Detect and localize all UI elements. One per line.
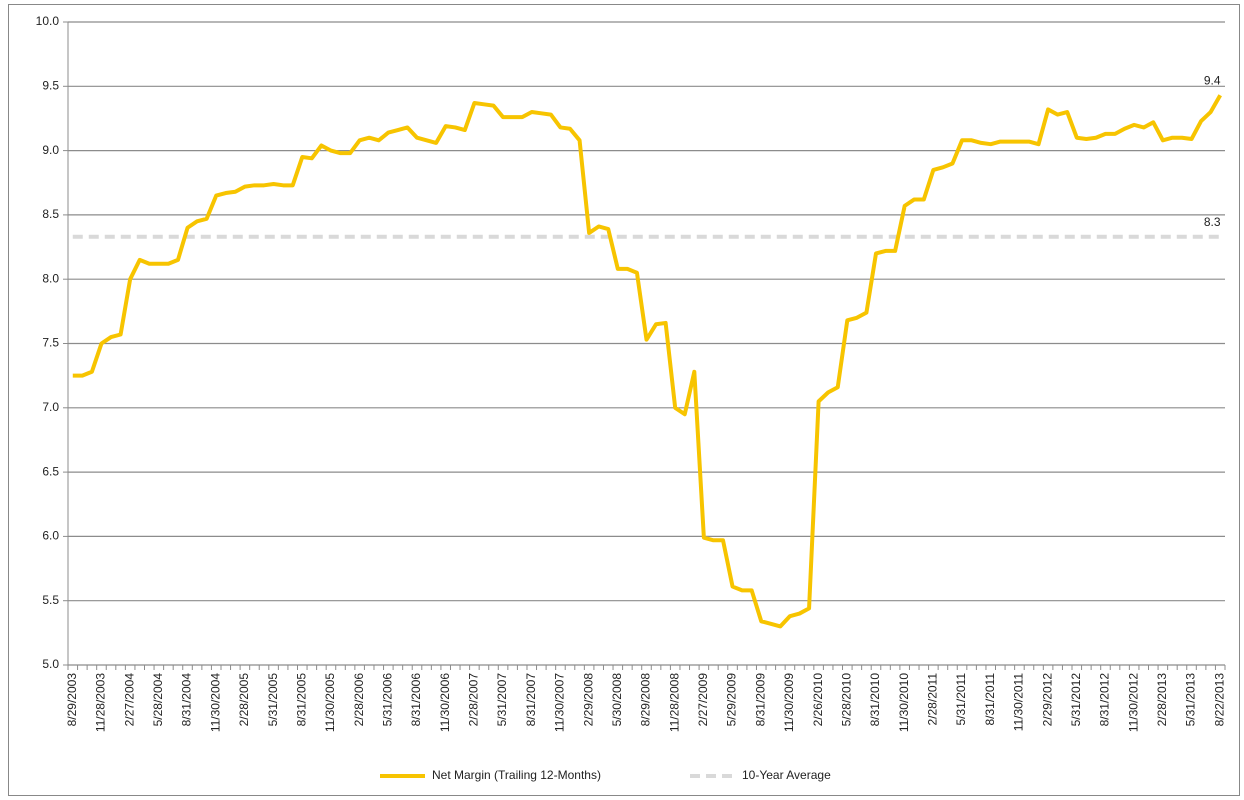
- x-tick-label: 8/31/2010: [868, 673, 882, 727]
- x-tick-label: 11/30/2007: [553, 673, 567, 732]
- x-tick-label: 5/30/2008: [610, 673, 624, 727]
- x-tick-label: 8/31/2011: [983, 673, 997, 726]
- y-tick-label: 6.5: [42, 464, 59, 478]
- x-tick-label: 2/29/2008: [581, 673, 595, 727]
- x-tick-label: 11/30/2004: [208, 673, 222, 732]
- x-tick-label: 11/30/2010: [897, 673, 911, 732]
- x-tick-label: 2/28/2011: [926, 673, 940, 726]
- x-tick-label: 2/27/2009: [696, 673, 710, 727]
- x-tick-label: 5/31/2011: [954, 673, 968, 726]
- x-tick-label: 5/29/2009: [725, 673, 739, 727]
- x-tick-label: 5/28/2004: [151, 673, 165, 727]
- end-label: 8.3: [1204, 215, 1221, 229]
- x-tick-label: 8/31/2005: [294, 673, 308, 727]
- x-tick-label: 8/31/2007: [524, 673, 538, 727]
- legend-label: 10-Year Average: [742, 768, 831, 782]
- x-tick-label: 5/31/2005: [266, 673, 280, 727]
- x-tick-label: 8/31/2004: [180, 673, 194, 727]
- y-tick-label: 7.5: [42, 336, 59, 350]
- y-tick-label: 9.5: [42, 78, 59, 92]
- x-tick-label: 5/31/2013: [1184, 673, 1198, 727]
- legend-label: Net Margin (Trailing 12-Months): [432, 768, 601, 782]
- x-tick-label: 2/28/2013: [1155, 673, 1169, 727]
- x-tick-label: 8/31/2006: [409, 673, 423, 727]
- series-line: [72, 94, 1222, 629]
- x-tick-label: 2/28/2007: [467, 673, 481, 727]
- x-tick-label: 11/30/2009: [782, 673, 796, 732]
- x-tick-label: 8/31/2009: [753, 673, 767, 727]
- x-tick-label: 11/30/2006: [438, 673, 452, 732]
- x-tick-label: 5/31/2006: [380, 673, 394, 727]
- x-tick-label: 5/31/2007: [495, 673, 509, 727]
- y-tick-label: 10.0: [36, 14, 60, 28]
- x-tick-label: 11/28/2008: [667, 673, 681, 732]
- end-label: 9.4: [1204, 73, 1221, 87]
- x-tick-label: 11/28/2003: [94, 673, 108, 732]
- x-tick-label: 8/29/2003: [65, 673, 79, 727]
- y-tick-label: 6.0: [42, 529, 59, 543]
- y-tick-label: 8.5: [42, 207, 59, 221]
- y-tick-label: 9.0: [42, 143, 59, 157]
- x-tick-label: 8/31/2012: [1098, 673, 1112, 727]
- y-tick-label: 8.0: [42, 271, 59, 285]
- x-tick-label: 11/30/2012: [1126, 673, 1140, 732]
- y-tick-label: 5.0: [42, 657, 59, 671]
- x-tick-label: 8/22/2013: [1212, 673, 1226, 727]
- x-tick-label: 11/30/2011: [1012, 673, 1026, 732]
- x-tick-label: 2/28/2006: [352, 673, 366, 727]
- x-tick-label: 2/28/2005: [237, 673, 251, 727]
- y-tick-label: 5.5: [42, 593, 59, 607]
- x-tick-label: 5/31/2012: [1069, 673, 1083, 727]
- x-tick-label: 8/29/2008: [639, 673, 653, 727]
- x-tick-label: 2/27/2004: [122, 673, 136, 727]
- x-tick-label: 5/28/2010: [839, 673, 853, 727]
- y-tick-label: 7.0: [42, 400, 59, 414]
- chart-border: [8, 4, 1240, 796]
- x-tick-label: 2/26/2010: [811, 673, 825, 727]
- x-tick-label: 11/30/2005: [323, 673, 337, 732]
- x-tick-label: 2/29/2012: [1040, 673, 1054, 727]
